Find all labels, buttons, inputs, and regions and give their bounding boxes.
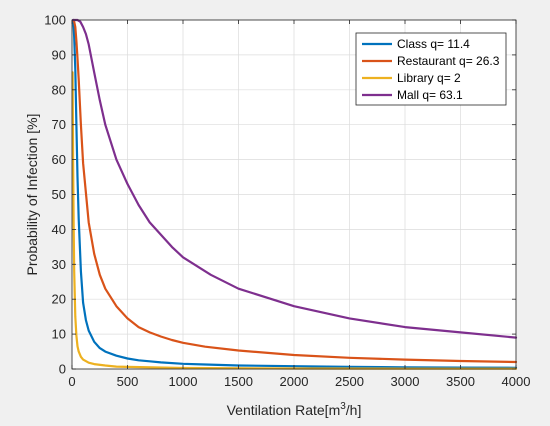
y-tick-label: 10	[52, 327, 66, 342]
legend-label: Library q= 2	[397, 71, 461, 85]
x-tick-label: 1500	[224, 374, 253, 389]
grid-lines	[71, 19, 517, 370]
y-tick-label: 0	[59, 362, 66, 377]
series-line-3	[71, 18, 518, 339]
x-tick-label: 2000	[280, 374, 309, 389]
legend-label: Restaurant q= 26.3	[397, 54, 500, 68]
y-tick-label: 80	[52, 82, 66, 97]
y-tick-label: 50	[52, 187, 66, 202]
y-tick-label: 30	[52, 257, 66, 272]
x-tick-label: 4000	[502, 374, 531, 389]
x-tick-label: 3000	[391, 374, 420, 389]
series-line-0	[71, 18, 518, 369]
y-tick-label: 60	[52, 152, 66, 167]
y-tick-label: 40	[52, 222, 66, 237]
y-tick-label: 20	[52, 292, 66, 307]
y-tick-label: 100	[44, 13, 66, 28]
y-axis-ticks: 0 10 20 30 40 50 60 70 80 90 100	[44, 13, 516, 377]
legend-label: Class q= 11.4	[397, 37, 470, 51]
x-tick-label: 1000	[169, 374, 198, 389]
series-line-1	[71, 18, 518, 364]
x-tick-label: 2500	[335, 374, 364, 389]
y-tick-label: 70	[52, 117, 66, 132]
x-axis-label: Ventilation Rate[m3/h]	[227, 401, 362, 418]
x-tick-label: 500	[117, 374, 139, 389]
legend-label: Mall q= 63.1	[397, 88, 463, 102]
y-tick-label: 90	[52, 47, 66, 62]
legend: Class q= 11.4 Restaurant q= 26.3 Library q…	[355, 32, 507, 106]
x-tick-label: 3500	[446, 374, 475, 389]
x-tick-label: 0	[68, 374, 75, 389]
x-axis-ticks: 0 500 1000 1500 2000 2500 3000 3500 4000	[68, 20, 530, 389]
y-axis-label: Probability of Infection [%]	[24, 114, 40, 276]
